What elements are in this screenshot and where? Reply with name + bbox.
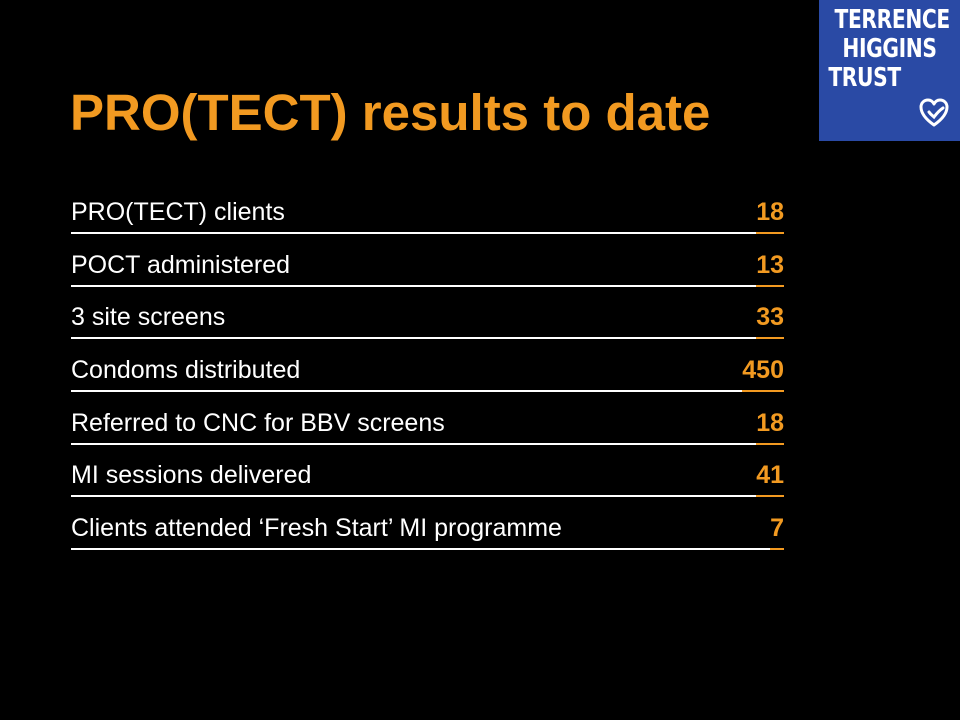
heart-icon xyxy=(919,98,949,127)
result-row-protect-clients: PRO(TECT) clients 18 xyxy=(71,194,784,234)
result-value: 13 xyxy=(756,247,784,287)
result-label: Condoms distributed xyxy=(71,356,301,385)
result-value: 41 xyxy=(756,457,784,498)
result-value: 18 xyxy=(756,405,784,445)
logo-line-3: TRUST xyxy=(828,63,901,93)
result-label: Referred to CNC for BBV screens xyxy=(71,408,445,437)
page-title: PRO(TECT) results to date xyxy=(70,84,711,141)
logo-line-1: TERRENCE xyxy=(834,5,951,35)
result-value: 33 xyxy=(756,299,784,340)
result-label: PRO(TECT) clients xyxy=(71,198,285,226)
results-list: PRO(TECT) clients 18 POCT administered 1… xyxy=(71,194,784,563)
result-row-mi-sessions: MI sessions delivered 41 xyxy=(71,457,784,498)
logo-line-2: HIGGINS xyxy=(842,34,937,64)
result-row-referred-bbv: Referred to CNC for BBV screens 18 xyxy=(71,405,784,445)
result-value: 7 xyxy=(770,510,784,551)
result-row-site-screens: 3 site screens 33 xyxy=(71,299,784,340)
result-label: POCT administered xyxy=(71,250,291,279)
terrence-higgins-trust-logo: TERRENCE HIGGINS TRUST xyxy=(819,0,960,141)
result-row-poct-administered: POCT administered 13 xyxy=(71,247,784,287)
result-label: MI sessions delivered xyxy=(71,461,312,490)
result-value: 18 xyxy=(756,194,784,234)
result-row-condoms-distributed: Condoms distributed 450 xyxy=(71,352,784,393)
result-label: Clients attended ‘Fresh Start’ MI progra… xyxy=(71,514,562,543)
result-row-fresh-start: Clients attended ‘Fresh Start’ MI progra… xyxy=(71,510,784,551)
result-value: 450 xyxy=(742,352,784,393)
result-label: 3 site screens xyxy=(71,303,226,332)
